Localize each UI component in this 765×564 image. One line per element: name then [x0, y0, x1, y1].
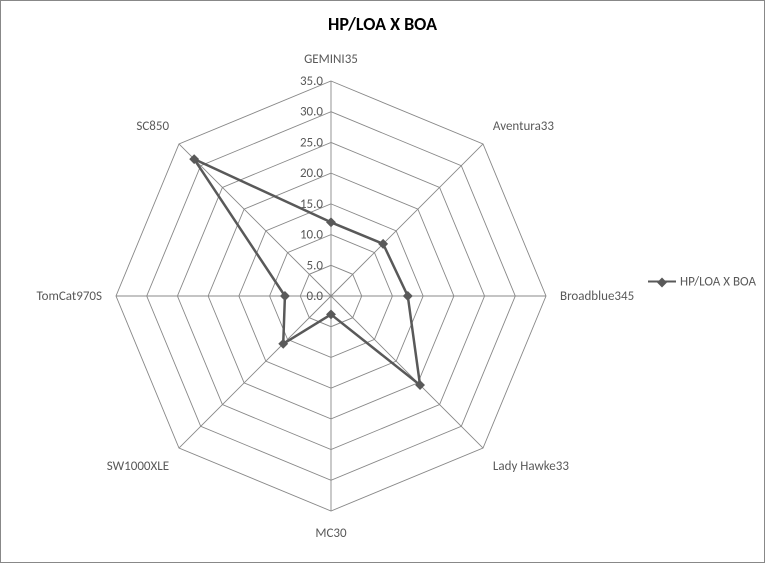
tick-label: 20.0: [300, 166, 323, 181]
series-marker-diamond-icon: [403, 291, 413, 301]
category-label: TomCat970S: [36, 289, 102, 304]
grid-spoke: [331, 296, 483, 448]
grid-spoke: [179, 296, 331, 448]
category-label: Lady Hawke33: [493, 459, 569, 474]
legend-line: [648, 281, 676, 283]
legend: HP/LOA X BOA: [648, 274, 756, 289]
series-marker-diamond-icon: [326, 217, 336, 227]
tick-label: 10.0: [300, 228, 323, 243]
category-label: MC30: [315, 526, 347, 541]
category-label: GEMINI35: [304, 52, 358, 67]
category-label: Broadblue345: [560, 289, 634, 304]
radar-chart-container: HP/LOA X BOA 0.05.010.015.020.025.030.03…: [0, 0, 765, 563]
category-label: SW1000XLE: [107, 459, 169, 474]
tick-label: 30.0: [300, 105, 323, 120]
legend-label: HP/LOA X BOA: [680, 274, 756, 289]
tick-label: 35.0: [300, 74, 323, 89]
tick-label: 25.0: [300, 135, 323, 150]
legend-marker-diamond-icon: [657, 278, 667, 288]
grid-spoke: [331, 144, 483, 296]
tick-label: 0.0: [307, 289, 324, 304]
category-label: SC850: [136, 119, 169, 134]
category-label: Aventura33: [493, 119, 554, 134]
tick-label: 5.0: [307, 258, 324, 273]
